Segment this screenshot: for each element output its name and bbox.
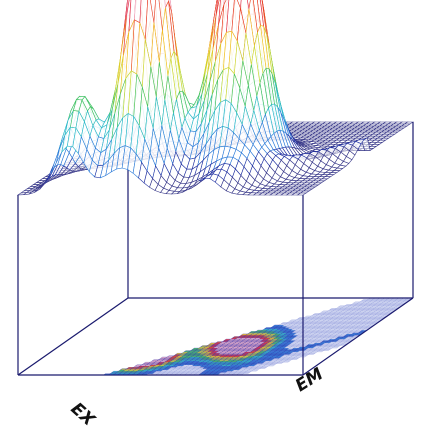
floor-contour-layer bbox=[104, 298, 414, 375]
floor-contour-cells bbox=[104, 298, 414, 375]
y-axis-label: EM bbox=[292, 364, 327, 396]
frame-edge-floor-left bbox=[18, 298, 128, 375]
wireframe-surface bbox=[18, 0, 413, 195]
x-axis-label: EX bbox=[67, 399, 99, 431]
